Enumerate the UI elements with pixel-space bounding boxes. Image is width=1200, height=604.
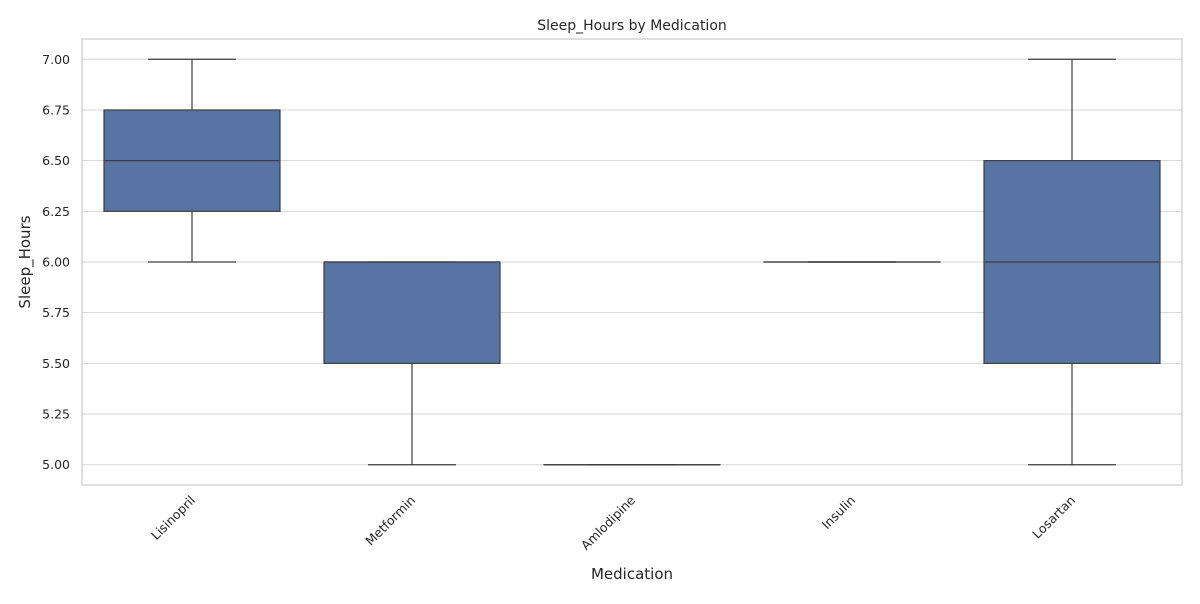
y-tick-label: 7.00 xyxy=(42,52,70,67)
y-tick-label: 6.50 xyxy=(42,153,70,168)
y-tick-label: 5.00 xyxy=(42,457,70,472)
y-tick-label: 6.25 xyxy=(42,204,70,219)
y-tick-label: 5.75 xyxy=(42,305,70,320)
y-tick-label: 6.75 xyxy=(42,102,70,117)
y-axis-title: Sleep_Hours xyxy=(16,215,35,308)
y-axis-ticks: 5.00 5.25 5.50 5.75 6.00 6.25 6.50 6.75 7.00 xyxy=(42,52,70,472)
y-tick-label: 5.50 xyxy=(42,356,70,371)
box-iqr xyxy=(324,262,500,363)
chart-title: Sleep_Hours by Medication xyxy=(537,18,727,34)
y-tick-label: 5.25 xyxy=(42,407,70,422)
x-axis-title: Medication xyxy=(591,565,673,583)
y-tick-label: 6.00 xyxy=(42,255,70,270)
